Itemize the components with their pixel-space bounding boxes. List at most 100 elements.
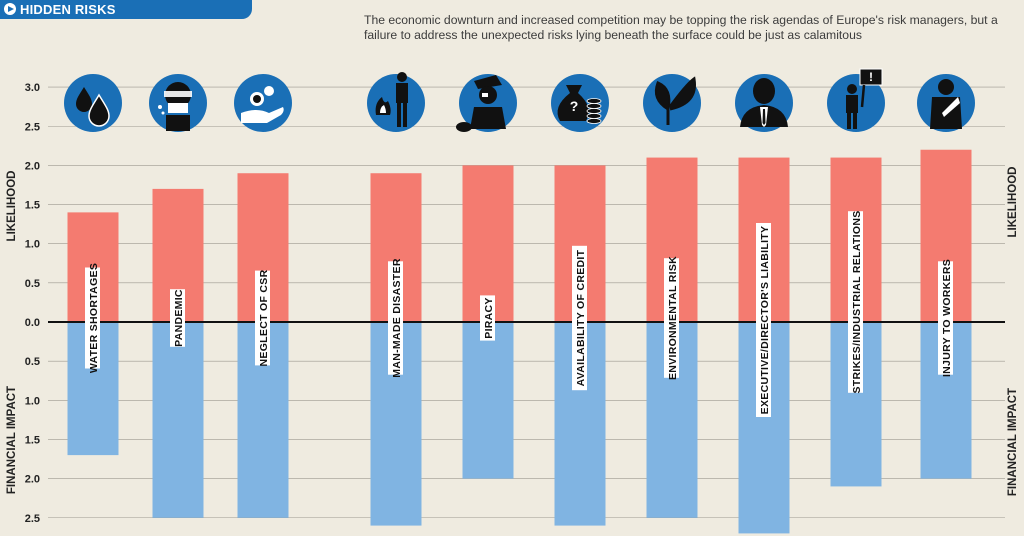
- sling: [942, 97, 960, 117]
- y-tick-label: 2.0: [25, 474, 40, 486]
- money-bag-icon: ?: [551, 74, 609, 132]
- shoulders: [166, 115, 190, 131]
- head: [753, 78, 775, 104]
- coin-stack: [586, 108, 602, 114]
- category-label-bg: [170, 289, 185, 347]
- body: [846, 95, 858, 113]
- water-drops-icon: [64, 74, 122, 132]
- category-label: STRIKES/INDUSTRIAL RELATIONS: [851, 210, 863, 393]
- category-label: WATER SHORTAGES: [88, 263, 100, 373]
- head: [397, 72, 407, 82]
- category-label-bg: [572, 245, 587, 391]
- category-label-group: STRIKES/INDUSTRIAL RELATIONS: [848, 210, 863, 394]
- category-label-bg: [848, 211, 863, 393]
- category-label-group: AVAILABILITY OF CREDIT: [572, 245, 587, 391]
- pole: [860, 84, 866, 108]
- category-label-group: MAN-MADE DISASTER: [388, 258, 403, 378]
- axis: 0.0 0.5 1.0 1.5 2.0 2.5 3.0 0.5 1.0 1.5 2.0 2.5 LIKE…: [6, 82, 1019, 525]
- coin-stack: [586, 98, 602, 104]
- treasure: [456, 122, 472, 132]
- impact-bar: [462, 322, 514, 479]
- y-tick-label: 2.0: [25, 160, 40, 172]
- y-tick-label: 1.0: [25, 239, 40, 251]
- pandemic-mask-icon: [149, 74, 207, 132]
- coin-stack: [586, 113, 602, 119]
- hand-coins-icon: [234, 74, 292, 132]
- category-label-bg: [85, 267, 100, 369]
- category-label-bg: [255, 270, 270, 366]
- y-tick-label: 0.0: [25, 317, 40, 329]
- executive-icon: [735, 74, 793, 132]
- category-label-bg: [480, 295, 495, 341]
- category-label: PIRACY: [483, 297, 495, 338]
- body: [470, 107, 506, 129]
- category-label: MAN-MADE DISASTER: [391, 258, 403, 378]
- coin-inner: [253, 95, 261, 103]
- category-label: NEGLECT OF CSR: [258, 269, 270, 366]
- body: [396, 83, 408, 103]
- pirate-icon: [456, 74, 517, 132]
- head: [938, 79, 954, 95]
- drop-small: [76, 87, 92, 112]
- leaf-large: [670, 79, 695, 109]
- sign: [859, 68, 883, 86]
- category-label-group: PANDEMIC: [170, 289, 185, 347]
- icons: ?!: [64, 68, 975, 132]
- mask: [168, 103, 188, 113]
- leg: [403, 103, 407, 127]
- icon-circle: [234, 74, 292, 132]
- tie: [762, 109, 766, 125]
- head: [847, 84, 857, 94]
- play-arrow-icon: [4, 3, 16, 15]
- y-tick-label: 2.5: [25, 121, 40, 133]
- y-tick-label: 0.5: [25, 278, 40, 290]
- fire-man-icon: [367, 72, 425, 132]
- section-banner: HIDDEN RISKS: [0, 0, 252, 19]
- coin: [264, 86, 274, 96]
- injured-worker-icon: [917, 74, 975, 132]
- category-label: AVAILABILITY OF CREDIT: [575, 249, 587, 386]
- category-label-bg: [388, 261, 403, 375]
- y-axis-title-likelihood-right: LIKELIHOOD: [1007, 167, 1019, 238]
- category-label-bg: [938, 261, 953, 375]
- y-tick-label: 3.0: [25, 82, 40, 94]
- y-tick-label: 1.5: [25, 200, 40, 212]
- hat: [474, 75, 502, 89]
- category-label-group: INJURY TO WORKERS: [938, 259, 953, 377]
- germ: [161, 111, 165, 115]
- question-mark: ?: [570, 98, 579, 114]
- intro-text: The economic downturn and increased comp…: [364, 13, 998, 42]
- category-label-group: WATER SHORTAGES: [85, 263, 100, 373]
- leg: [847, 113, 851, 129]
- germ: [158, 105, 162, 109]
- category-label: INJURY TO WORKERS: [941, 259, 953, 377]
- category-label: PANDEMIC: [173, 289, 185, 347]
- y-tick-label: 2.5: [25, 513, 40, 525]
- goggles: [164, 91, 192, 97]
- bars: [67, 149, 972, 534]
- category-label: ENVIRONMENTAL RISK: [667, 256, 679, 380]
- bag: [557, 85, 589, 121]
- leg: [853, 113, 857, 129]
- category-label-bg: [756, 223, 771, 417]
- protester-sign-icon: !: [827, 68, 885, 132]
- category-label-bg: [664, 258, 679, 378]
- flame-inner: [380, 105, 386, 113]
- y-tick-label: 0.5: [25, 356, 40, 368]
- category-label-group: NEGLECT OF CSR: [255, 269, 270, 366]
- coin-stack: [586, 103, 602, 109]
- category-label-group: PIRACY: [480, 295, 495, 341]
- drop-large: [88, 93, 110, 127]
- y-axis-title-likelihood: LIKELIHOOD: [6, 171, 18, 242]
- leaf-icon: [643, 74, 701, 132]
- section-title: HIDDEN RISKS: [20, 2, 116, 17]
- category-label-group: ENVIRONMENTAL RISK: [664, 256, 679, 380]
- hand: [241, 107, 284, 123]
- impact-bar: [152, 322, 204, 518]
- leg: [397, 103, 401, 127]
- y-axis-title-impact-right: FINANCIAL IMPACT: [1007, 388, 1019, 496]
- leaf-small: [656, 83, 669, 109]
- category-label: EXECUTIVE/DIRECTOR'S LIABILITY: [759, 226, 771, 415]
- y-tick-label: 1.0: [25, 395, 40, 407]
